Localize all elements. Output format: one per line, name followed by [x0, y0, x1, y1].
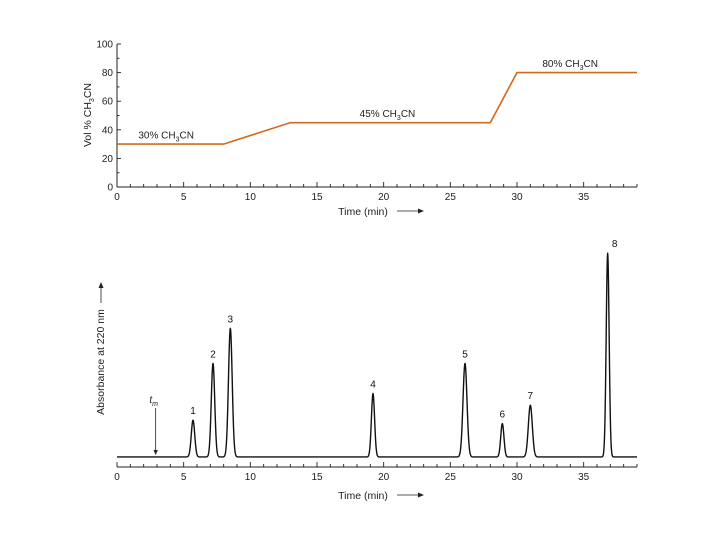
- chromatogram-x-tick-label: 5: [181, 472, 187, 483]
- gradient-x-tick-label: 0: [114, 192, 120, 203]
- svg-text:Absorbance at 220 nm: Absorbance at 220 nm: [95, 309, 107, 415]
- gradient-annotation: 45% CH3CN: [360, 109, 416, 122]
- gradient-x-tick-label: 15: [311, 192, 323, 203]
- chromatogram-x-axis: 0 5 10 15 20 25 30 35: [114, 462, 638, 483]
- gradient-series-line: [117, 71, 637, 145]
- svg-text:Time (min): Time (min): [338, 206, 388, 218]
- chromatogram-x-tick-label: 30: [511, 472, 523, 483]
- peak-label-8: 8: [612, 239, 618, 250]
- peak-label-7: 7: [528, 391, 534, 402]
- gradient-x-axis-title: Time (min): [338, 206, 424, 218]
- peak-label-4: 4: [370, 380, 376, 391]
- tm-marker-label: tm: [149, 395, 158, 408]
- peak-label-2: 2: [210, 349, 216, 360]
- svg-text:Time (min): Time (min): [338, 490, 388, 502]
- gradient-x-tick-label: 25: [445, 192, 457, 203]
- chromatogram-x-tick-label: 25: [445, 472, 457, 483]
- gradient-y-tick-label: 20: [102, 154, 114, 165]
- chromatogram-chart: 0 5 10 15 20 25 30 35 Absorbance at 220 nm Time…: [95, 239, 638, 502]
- gradient-x-tick-label: 20: [378, 192, 390, 203]
- gradient-y-tick-label: 0: [107, 183, 113, 194]
- chromatogram-y-axis-title: Absorbance at 220 nm: [95, 282, 107, 415]
- peak-label-1: 1: [190, 406, 196, 417]
- chromatogram-x-tick-label: 0: [114, 472, 120, 483]
- chromatogram-x-tick-label: 35: [578, 472, 590, 483]
- gradient-annotation: 30% CH3CN: [138, 130, 194, 143]
- gradient-x-tick-label: 10: [245, 192, 257, 203]
- tm-marker-arrowhead: [153, 449, 158, 455]
- gradient-annotation: 80% CH3CN: [542, 59, 598, 72]
- gradient-x-tick-label: 5: [181, 192, 187, 203]
- chromatogram-x-tick-label: 15: [311, 472, 323, 483]
- absorbance-trace: [116, 252, 638, 458]
- gradient-y-tick-label: 40: [102, 125, 114, 136]
- gradient-y-tick-label: 100: [96, 40, 113, 51]
- gradient-y-axis-title: Vol % CH3CN: [82, 83, 96, 147]
- chromatogram-x-axis-title: Time (min): [338, 490, 424, 502]
- chromatogram-x-tick-label: 10: [245, 472, 257, 483]
- peak-label-5: 5: [462, 349, 468, 360]
- gradient-y-axis: 0 20 40 60 80 100: [96, 40, 121, 194]
- peak-label-6: 6: [500, 410, 506, 421]
- gradient-x-tick-label: 35: [578, 192, 590, 203]
- gradient-x-axis: 0 5 10 15 20 25 30 35: [114, 182, 638, 203]
- peak-label-3: 3: [228, 314, 234, 325]
- gradient-y-tick-label: 60: [102, 97, 114, 108]
- gradient-x-tick-label: 30: [511, 192, 523, 203]
- gradient-y-tick-label: 80: [102, 68, 114, 79]
- chromatogram-x-tick-label: 20: [378, 472, 390, 483]
